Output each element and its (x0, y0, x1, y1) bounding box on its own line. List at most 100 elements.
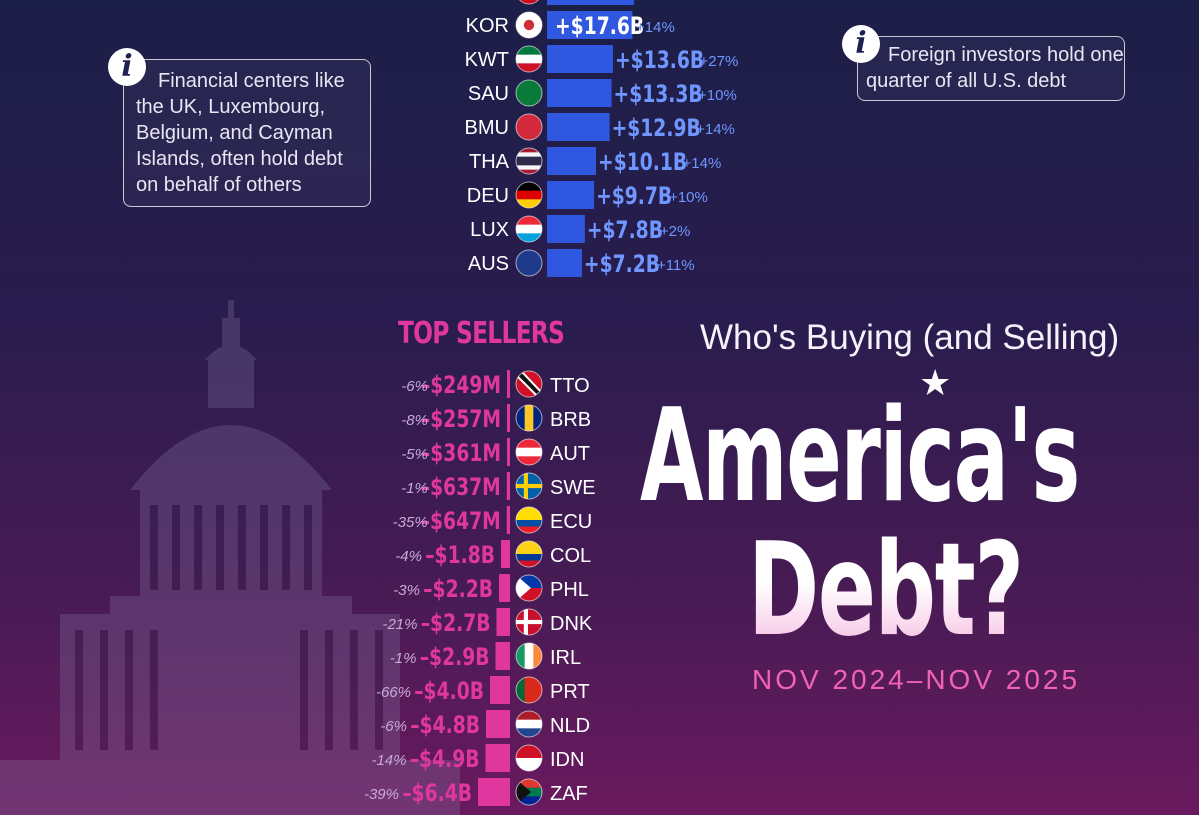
top-buyers-chart: ESPKOR+$17.6B+14%KWT+$13.6B+27%SAU+$13.3… (465, 0, 739, 279)
percent-change-label: -66% (376, 684, 411, 701)
value-label: –$1.8B (425, 542, 495, 570)
bar (506, 506, 510, 534)
flag-prt-icon (516, 677, 542, 703)
flag-stripe (516, 439, 542, 449)
flag-tto-icon (516, 371, 542, 397)
country-code-label: AUS (468, 253, 509, 275)
flag-stripe (516, 224, 542, 234)
percent-change-label: +10% (698, 87, 737, 104)
subtitle: Who's Buying (and Selling) (700, 318, 1120, 357)
flag-stripe (516, 758, 542, 771)
flag-stripe (516, 169, 542, 174)
flag-outline (515, 45, 543, 73)
flag-stripe (516, 199, 542, 208)
country-code-label: IDN (550, 749, 584, 771)
value-label: –$4.8B (410, 712, 480, 740)
percent-change-label: -21% (382, 616, 417, 633)
flag-zaf-icon (516, 779, 542, 805)
main-title-line-2: Debt? (748, 516, 1024, 665)
flag-stripe (516, 190, 542, 200)
flag-stripe (516, 547, 542, 555)
info-icon: i (108, 48, 146, 86)
flag-bmu-icon (516, 114, 542, 140)
flag-outline (515, 79, 543, 107)
flag-nld-icon (516, 711, 542, 737)
value-label: –$4.9B (410, 746, 480, 774)
info-icon: i (842, 25, 880, 63)
flag-stripe (516, 513, 542, 521)
value-label: +$10.1B (598, 149, 687, 177)
flag-lux-icon (516, 216, 542, 242)
bar (547, 45, 613, 73)
percent-change-label: -3% (393, 582, 420, 599)
flag-stripe (533, 405, 542, 431)
flag-stripe (524, 405, 534, 431)
bar (478, 778, 510, 806)
country-code-label: IRL (550, 647, 581, 669)
flag-outline (515, 370, 543, 398)
flag-outline (515, 147, 543, 175)
country-code-label: BMU (465, 117, 509, 139)
flag-phl-icon (516, 575, 542, 601)
value-label: –$637M (421, 474, 501, 502)
flag-outline (515, 642, 543, 670)
flag-cross-h (516, 483, 542, 489)
country-code-label: THA (469, 151, 510, 173)
country-code-label: NLD (550, 715, 590, 737)
country-code-label: PRT (550, 681, 590, 703)
flag-outline (515, 181, 543, 209)
flag-ecu-icon (516, 507, 542, 533)
flag-outline (515, 540, 543, 568)
flag-stripe (516, 728, 542, 737)
bar (507, 438, 510, 466)
flag-outline (515, 710, 543, 738)
percent-change-label: +27% (700, 53, 739, 70)
bar (547, 11, 633, 39)
bar (547, 79, 612, 107)
flag-esp-icon (516, 0, 542, 4)
flag-swe-icon (516, 473, 542, 499)
flag-stripe (516, 719, 542, 729)
flag-brb-icon (516, 405, 542, 431)
flag-emblem (523, 19, 535, 31)
flag-field (516, 114, 542, 140)
flag-kor-icon (516, 12, 542, 38)
flag-dnk-icon (516, 609, 542, 635)
flag-stripe (516, 54, 542, 64)
percent-change-label: -39% (364, 786, 399, 803)
bar (486, 710, 510, 738)
country-code-label: DNK (550, 613, 593, 635)
percent-change-label: +10% (669, 189, 708, 206)
bar (547, 113, 610, 141)
flag-tha-icon (516, 148, 542, 174)
flag-outline (515, 506, 543, 534)
country-code-label: SAU (468, 83, 509, 105)
percent-change-label: -35% (393, 514, 428, 531)
flag-outline (515, 249, 543, 277)
flag-sau-icon (516, 80, 542, 106)
flag-stripe (524, 677, 534, 703)
percent-change-label: -5% (401, 446, 428, 463)
flag-stripe (533, 677, 542, 703)
bar (495, 642, 510, 670)
flag-stripe (516, 156, 542, 162)
flag-stripe (516, 677, 526, 703)
flag-stripe (516, 63, 542, 72)
flag-stripe (516, 165, 542, 171)
country-code-label: AUT (550, 443, 590, 465)
country-code-label: ESP (469, 0, 509, 3)
flag-aut-icon (516, 439, 542, 465)
country-code-label: DEU (467, 185, 509, 207)
value-label: –$2.2B (423, 576, 493, 604)
flag-outline (515, 113, 543, 141)
country-code-label: ZAF (550, 783, 588, 805)
value-label: +$7.8B (587, 217, 663, 245)
flag-stripe (516, 520, 542, 527)
flag-idn-icon (516, 745, 542, 771)
bar (507, 370, 510, 398)
date-range: NOV 2024–NOV 2025 (752, 664, 1081, 695)
country-code-label: KOR (466, 15, 509, 37)
flag-triangle (516, 779, 531, 805)
flag-outline (515, 608, 543, 636)
bar (547, 147, 597, 175)
